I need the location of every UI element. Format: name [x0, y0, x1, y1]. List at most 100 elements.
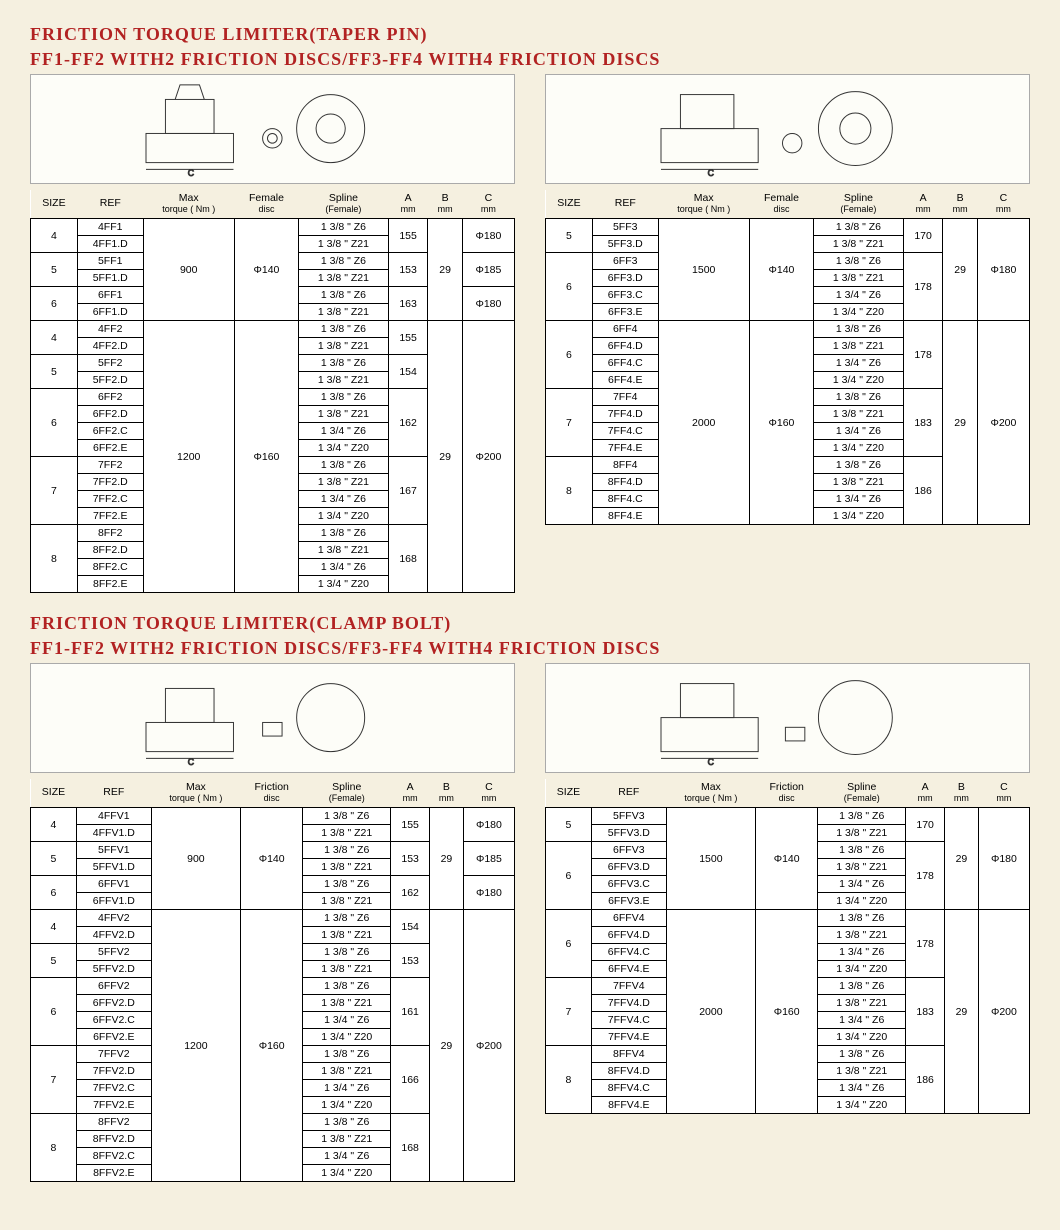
cell-ref: 7FF4.C [592, 423, 658, 440]
cell-ref: 6FFV1.D [76, 893, 151, 910]
cell-a: 153 [391, 944, 430, 978]
cell-spline: 1 3/8 " Z6 [303, 978, 391, 995]
cell-disc: Φ140 [749, 219, 813, 321]
cell-ref: 4FF1.D [77, 236, 143, 253]
cell-c: Φ180 [977, 219, 1029, 321]
cell-spline: 1 3/8 " Z21 [299, 338, 389, 355]
cell-size: 8 [546, 1046, 592, 1114]
cell-spline: 1 3/8 " Z21 [299, 474, 389, 491]
col-header: Cmm [463, 779, 514, 808]
cell-spline: 1 3/8 " Z21 [303, 1063, 391, 1080]
cell-ref: 6FF2.C [77, 423, 143, 440]
cell-spline: 1 3/8 " Z6 [299, 253, 389, 270]
cell-ref: 5FFV3.D [591, 825, 666, 842]
cell-disc: Φ140 [756, 808, 818, 910]
cell-spline: 1 3/8 " Z6 [814, 321, 904, 338]
cell-c: Φ180 [463, 876, 514, 910]
cell-size: 4 [31, 808, 77, 842]
cell-ref: 6FF2 [77, 389, 143, 406]
table-ff3-ff4-taper: SIZEREFMaxtorque ( Nm )FemalediscSpline(… [545, 190, 1030, 525]
cell-b: 29 [428, 321, 462, 593]
cell-a: 154 [391, 910, 430, 944]
cell-a: 178 [903, 253, 943, 321]
svg-text:C: C [708, 758, 714, 767]
cell-torque: 2000 [666, 910, 755, 1114]
cell-torque: 1500 [666, 808, 755, 910]
cell-spline: 1 3/8 " Z6 [818, 978, 906, 995]
cell-spline: 1 3/4 " Z20 [814, 304, 904, 321]
cell-a: 178 [906, 842, 945, 910]
cell-a: 162 [388, 389, 428, 457]
col-header: Femaledisc [749, 190, 813, 219]
cell-size: 5 [31, 842, 77, 876]
cell-ref: 8FFV4 [591, 1046, 666, 1063]
cell-torque: 1200 [143, 321, 234, 593]
cell-a: 178 [906, 910, 945, 978]
cell-spline: 1 3/4 " Z6 [814, 423, 904, 440]
section-taper-pin: C SIZEREFMaxtorque ( Nm )FemalediscSplin… [30, 74, 1030, 593]
cell-ref: 7FF2.C [77, 491, 143, 508]
cell-a: 154 [388, 355, 428, 389]
cell-ref: 7FF4 [592, 389, 658, 406]
cell-spline: 1 3/4 " Z6 [299, 423, 389, 440]
cell-b: 29 [943, 219, 977, 321]
cell-ref: 6FFV4.D [591, 927, 666, 944]
cell-ref: 7FFV4 [591, 978, 666, 995]
cell-ref: 7FF4.E [592, 440, 658, 457]
cell-ref: 7FF2.D [77, 474, 143, 491]
cell-ref: 4FFV1.D [76, 825, 151, 842]
cell-spline: 1 3/8 " Z6 [299, 287, 389, 304]
cell-ref: 8FF2.D [77, 542, 143, 559]
col-header: Amm [906, 779, 945, 808]
cell-size: 5 [31, 944, 77, 978]
cell-b: 29 [430, 910, 464, 1182]
cell-ref: 4FFV2 [76, 910, 151, 927]
cell-a: 166 [391, 1046, 430, 1114]
cell-spline: 1 3/4 " Z6 [299, 491, 389, 508]
cell-spline: 1 3/8 " Z21 [818, 825, 906, 842]
cell-spline: 1 3/4 " Z6 [299, 559, 389, 576]
cell-c: Φ185 [463, 842, 514, 876]
cell-a: 183 [903, 389, 943, 457]
heading-1a: FRICTION TORQUE LIMITER(TAPER PIN) [30, 24, 1030, 45]
col-header: Cmm [978, 779, 1029, 808]
cell-a: 186 [906, 1046, 945, 1114]
col-header: REF [77, 190, 143, 219]
cell-a: 170 [903, 219, 943, 253]
cell-ref: 6FFV4 [591, 910, 666, 927]
heading-2a: FRICTION TORQUE LIMITER(CLAMP BOLT) [30, 613, 1030, 634]
table-ffv3-ffv4-clamp: SIZEREFMaxtorque ( Nm )FrictiondiscSplin… [545, 779, 1030, 1114]
cell-ref: 8FFV2.C [76, 1148, 151, 1165]
cell-ref: 6FFV2 [76, 978, 151, 995]
cell-a: 155 [388, 219, 428, 253]
cell-c: Φ200 [463, 910, 514, 1182]
cell-spline: 1 3/8 " Z6 [299, 525, 389, 542]
cell-torque: 900 [143, 219, 234, 321]
cell-disc: Φ160 [756, 910, 818, 1114]
cell-ref: 6FFV4.C [591, 944, 666, 961]
cell-ref: 4FF1 [77, 219, 143, 236]
cell-ref: 6FF4.E [592, 372, 658, 389]
cell-ref: 4FF2.D [77, 338, 143, 355]
cell-ref: 5FF3 [592, 219, 658, 236]
cell-ref: 5FFV1.D [76, 859, 151, 876]
cell-spline: 1 3/8 " Z21 [818, 1063, 906, 1080]
heading-2b: FF1-FF2 WITH2 FRICTION DISCS/FF3-FF4 WIT… [30, 638, 1030, 659]
cell-ref: 8FF2.E [77, 576, 143, 593]
cell-spline: 1 3/8 " Z21 [818, 927, 906, 944]
cell-spline: 1 3/4 " Z20 [299, 440, 389, 457]
col-header: Bmm [945, 779, 979, 808]
svg-text:C: C [188, 169, 194, 178]
cell-c: Φ180 [463, 808, 514, 842]
cell-ref: 8FFV4.E [591, 1097, 666, 1114]
cell-ref: 4FFV2.D [76, 927, 151, 944]
cell-size: 4 [31, 321, 78, 355]
cell-spline: 1 3/8 " Z21 [814, 474, 904, 491]
cell-ref: 6FF2.D [77, 406, 143, 423]
cell-size: 6 [31, 389, 78, 457]
cell-spline: 1 3/8 " Z6 [299, 389, 389, 406]
cell-c: Φ200 [978, 910, 1029, 1114]
col-header: Maxtorque ( Nm ) [143, 190, 234, 219]
cell-spline: 1 3/4 " Z20 [818, 961, 906, 978]
cell-ref: 8FF4.E [592, 508, 658, 525]
